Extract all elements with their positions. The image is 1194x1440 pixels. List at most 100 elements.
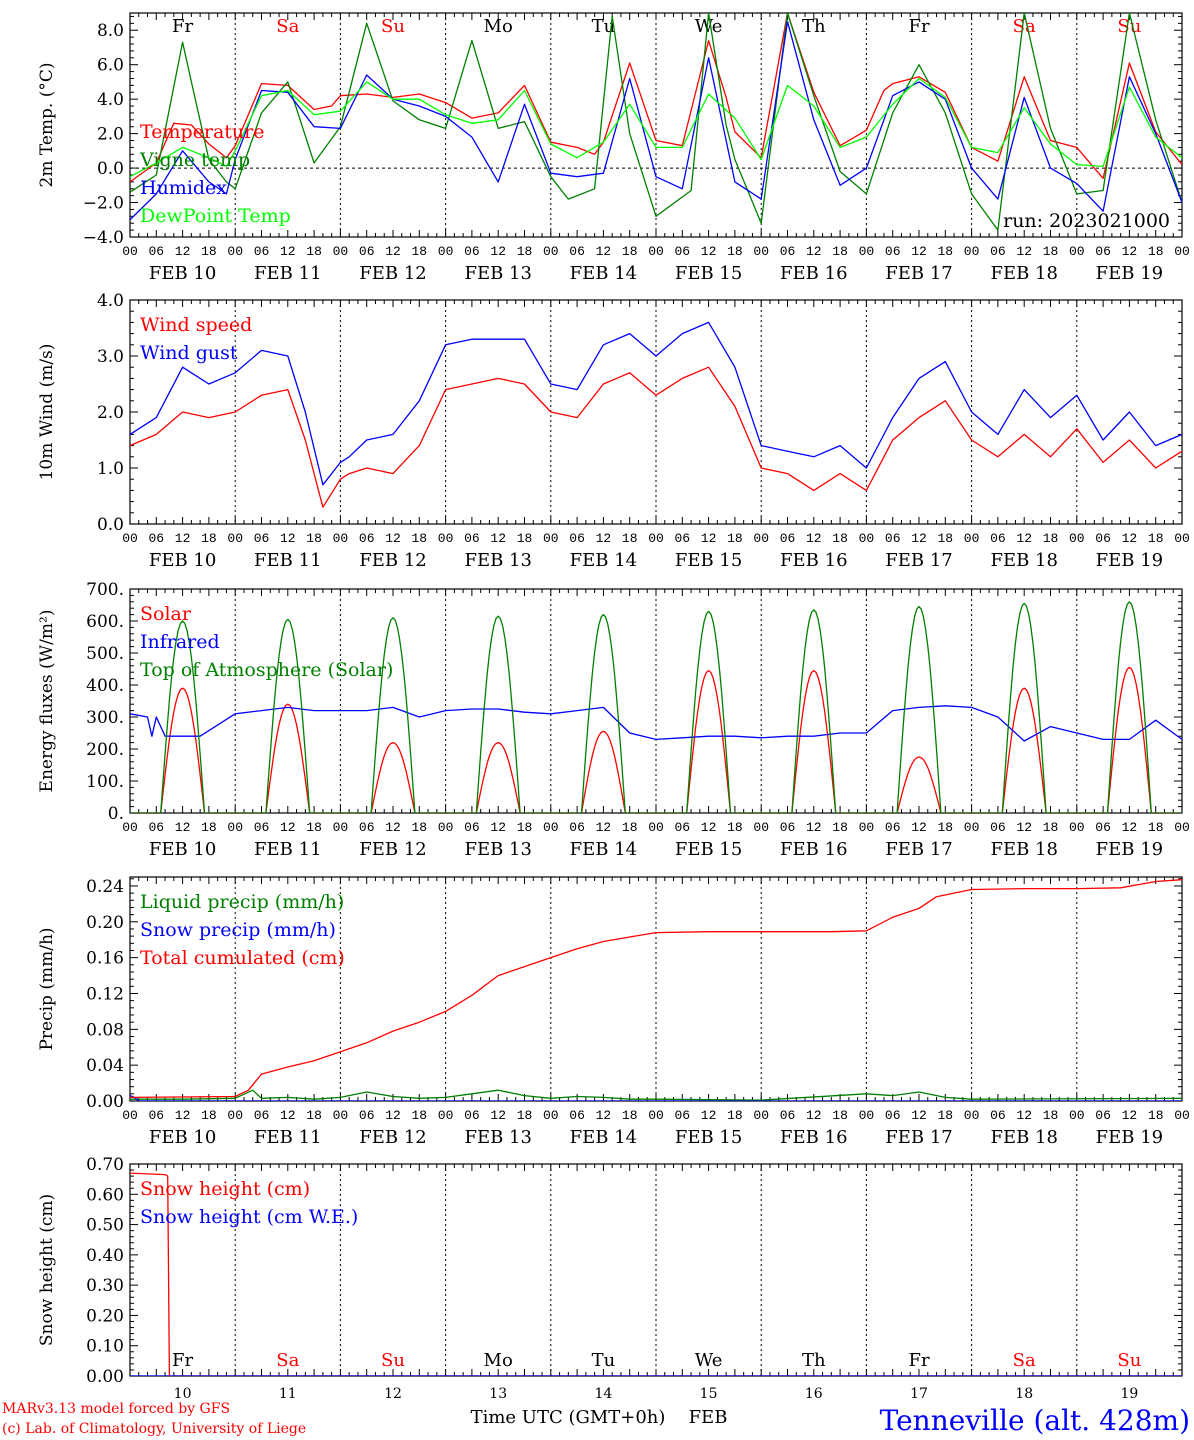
y-tick-label: 0.16 <box>86 949 124 969</box>
hour-tick-label: 18 <box>832 244 848 259</box>
hour-tick-label: 00 <box>753 820 769 835</box>
hour-tick-label: 06 <box>148 820 164 835</box>
series-line-snow-height-cm <box>130 1172 1182 1376</box>
weekday-label: Tu <box>592 1350 616 1371</box>
hour-tick-label: 18 <box>622 244 638 259</box>
hour-tick-label: 06 <box>780 1108 796 1123</box>
hour-tick-label: 18 <box>937 1108 953 1123</box>
hour-tick-label: 06 <box>569 820 585 835</box>
day-number-label: 19 <box>1120 1386 1138 1402</box>
hour-tick-label: 12 <box>385 1108 401 1123</box>
hour-tick-label: 06 <box>674 244 690 259</box>
day-number-label: 14 <box>594 1386 612 1402</box>
hour-tick-label: 18 <box>1148 244 1164 259</box>
hour-tick-label: 06 <box>254 820 270 835</box>
hour-tick-label: 00 <box>1069 1108 1085 1123</box>
y-tick-label: 3.0 <box>97 347 124 367</box>
y-tick-label: 2.0 <box>97 125 124 145</box>
hour-tick-label: 00 <box>122 531 138 546</box>
hour-tick-label: 06 <box>569 1108 585 1123</box>
legend-entry: Humidex <box>140 177 227 199</box>
hour-tick-label: 18 <box>622 1108 638 1123</box>
hour-tick-label: 00 <box>333 244 349 259</box>
date-label: FEB 10 <box>149 1127 216 1148</box>
hour-tick-label: 06 <box>464 244 480 259</box>
hour-tick-label: 00 <box>859 820 875 835</box>
hour-tick-label: 12 <box>175 1108 191 1123</box>
hour-tick-label: 18 <box>306 531 322 546</box>
hour-tick-label: 00 <box>648 531 664 546</box>
hour-tick-label: 18 <box>832 1108 848 1123</box>
date-label: FEB 16 <box>780 839 847 860</box>
hour-tick-label: 06 <box>464 820 480 835</box>
series-line-humidex <box>130 20 1182 221</box>
series-line-top-of-atmosphere-solar <box>130 601 1182 813</box>
date-label: FEB 13 <box>464 263 531 284</box>
series-line-dewpoint-temp <box>130 77 1182 178</box>
y-tick-label: 0.24 <box>86 877 124 897</box>
y-tick-label: 8.0 <box>97 21 124 41</box>
y-tick-label: 0.08 <box>86 1020 124 1040</box>
hour-tick-label: 12 <box>1122 820 1138 835</box>
date-label: FEB 14 <box>570 839 637 860</box>
weekday-label: Sa <box>1013 16 1036 37</box>
y-tick-label: 0.00 <box>86 1367 124 1387</box>
y-tick-label: 0.0 <box>97 515 124 535</box>
weekday-label: Tu <box>592 16 616 37</box>
date-label: FEB 10 <box>149 550 216 571</box>
hour-tick-label: 18 <box>411 820 427 835</box>
hour-tick-label: 06 <box>464 531 480 546</box>
hour-tick-label: 00 <box>648 244 664 259</box>
series-line-vigne-temp <box>130 13 1182 231</box>
y-tick-label: 0.12 <box>86 984 124 1004</box>
hour-tick-label: 18 <box>201 244 217 259</box>
y-tick-label: 0.00 <box>86 1092 124 1112</box>
hour-tick-label: 12 <box>911 1108 927 1123</box>
hour-tick-label: 00 <box>1174 531 1190 546</box>
hour-tick-label: 12 <box>911 244 927 259</box>
hour-tick-label: 18 <box>937 531 953 546</box>
hour-tick-label: 12 <box>806 820 822 835</box>
hour-tick-label: 00 <box>333 820 349 835</box>
hour-tick-label: 18 <box>937 244 953 259</box>
weekday-label: Sa <box>1013 1350 1036 1371</box>
y-tick-label: 200. <box>86 740 124 760</box>
hour-tick-label: 12 <box>175 820 191 835</box>
hour-tick-label: 06 <box>674 531 690 546</box>
hour-tick-label: 00 <box>438 531 454 546</box>
hour-tick-label: 18 <box>622 820 638 835</box>
hour-tick-label: 00 <box>438 1108 454 1123</box>
hour-tick-label: 18 <box>1148 531 1164 546</box>
hour-tick-label: 00 <box>543 244 559 259</box>
hour-tick-label: 18 <box>1148 1108 1164 1123</box>
date-label: FEB 19 <box>1096 263 1163 284</box>
y-tick-label: 0.04 <box>86 1056 124 1076</box>
weekday-label: Fr <box>172 1350 193 1371</box>
weekday-label: We <box>695 1350 723 1371</box>
weekday-label: Su <box>1117 16 1141 37</box>
date-label: FEB 16 <box>780 1127 847 1148</box>
series-group <box>130 1172 1182 1376</box>
hour-tick-label: 00 <box>1069 820 1085 835</box>
hour-tick-label: 12 <box>175 531 191 546</box>
day-number-label: 10 <box>174 1386 192 1402</box>
hour-tick-label: 12 <box>280 244 296 259</box>
series-line-wind-speed <box>130 366 1182 508</box>
hour-tick-label: 00 <box>648 820 664 835</box>
date-label: FEB 12 <box>359 839 426 860</box>
hour-tick-label: 18 <box>411 244 427 259</box>
hour-tick-label: 06 <box>359 244 375 259</box>
date-label: FEB 12 <box>359 263 426 284</box>
hour-tick-label: 12 <box>385 820 401 835</box>
hour-tick-label: 00 <box>964 244 980 259</box>
y-tick-label: 4.0 <box>97 291 124 311</box>
hour-tick-label: 00 <box>964 531 980 546</box>
legend-entry: Wind gust <box>140 342 238 364</box>
series-group <box>130 13 1182 231</box>
panel-2: 0.0 1.0 2.0 3.0 4.0 10m Wind (m/s) 00 06 12 18 00 0… <box>37 291 1190 571</box>
hour-tick-label: 00 <box>333 1108 349 1123</box>
hour-tick-label: 18 <box>832 820 848 835</box>
hour-tick-label: 18 <box>517 531 533 546</box>
panel-1: −4.0 −2.0 0.0 2.0 4.0 6.0 8.0 2m Temp. (°C) 00 06… <box>37 12 1190 284</box>
y-tick-label: 600. <box>86 612 124 632</box>
